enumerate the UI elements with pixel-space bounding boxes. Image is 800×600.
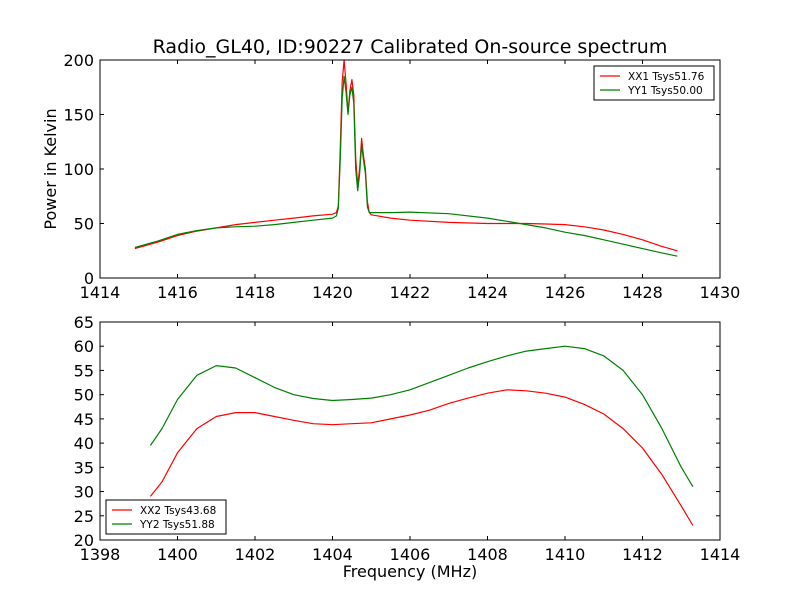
y-tick-label: 60 [74, 337, 94, 356]
y-tick-label: 30 [74, 483, 94, 502]
x-tick-label: 1410 [545, 545, 586, 564]
x-tick-label: 1420 [312, 283, 353, 302]
legend: XX1 Tsys51.76 YY1 Tsys50.00 [593, 65, 715, 101]
x-tick-label: 1414 [80, 283, 121, 302]
x-tick-label: 1406 [390, 545, 431, 564]
chart-title: Radio_GL40, ID:90227 Calibrated On-sourc… [153, 36, 668, 58]
x-tick-label: 1400 [157, 545, 198, 564]
y-tick-label: 200 [63, 51, 94, 70]
series-line-2 [149, 345, 694, 488]
x-tick-label: 1412 [622, 545, 663, 564]
y-tick-label: 35 [74, 458, 94, 477]
y-tick-label: 50 [74, 386, 94, 405]
legend-label: XX2 Tsys43.68 [140, 505, 216, 517]
x-tick-label: 1430 [700, 283, 741, 302]
y-tick-label: 100 [63, 160, 94, 179]
y-tick-label: 50 [74, 215, 94, 234]
series-line-1 [149, 389, 694, 526]
x-tick-label: 1398 [80, 545, 121, 564]
y-tick-label: 150 [63, 106, 94, 125]
y-tick-label: 55 [74, 361, 94, 380]
legend-box [105, 499, 227, 535]
legend-label: YY1 Tsys50.00 [627, 85, 703, 97]
y-tick-label: 0 [84, 269, 94, 288]
x-tick-label: 1408 [467, 545, 508, 564]
y-axis-label: Power in Kelvin [41, 108, 60, 229]
legend-box [593, 65, 715, 101]
y-tick-label: 65 [74, 313, 94, 332]
y-tick-label: 40 [74, 434, 94, 453]
x-tick-label: 1428 [622, 283, 663, 302]
x-tick-label: 1404 [312, 545, 353, 564]
y-tick-label: 25 [74, 507, 94, 526]
series-line-2 [134, 75, 678, 257]
y-tick-label: 20 [74, 531, 94, 550]
legend: XX2 Tsys43.68 YY2 Tsys51.88 [105, 499, 227, 535]
x-tick-label: 1424 [467, 283, 508, 302]
x-tick-label: 1414 [700, 545, 741, 564]
x-tick-label: 1402 [235, 545, 276, 564]
x-tick-label: 1426 [545, 283, 586, 302]
x-tick-label: 1418 [235, 283, 276, 302]
x-tick-label: 1416 [157, 283, 198, 302]
x-axis-label: Frequency (MHz) [343, 562, 477, 581]
top-chart: 1414 1416 1418 1420 1422 1424 1426 1428 1430 0 50 1… [41, 36, 740, 302]
legend-label: YY2 Tsys51.88 [139, 519, 215, 531]
legend-label: XX1 Tsys51.76 [628, 71, 705, 83]
x-tick-label: 1422 [390, 283, 431, 302]
y-tick-label: 45 [74, 410, 94, 429]
bottom-chart: 1398 1400 1402 1404 1406 1408 1410 1412 1414 20 25… [74, 313, 741, 581]
